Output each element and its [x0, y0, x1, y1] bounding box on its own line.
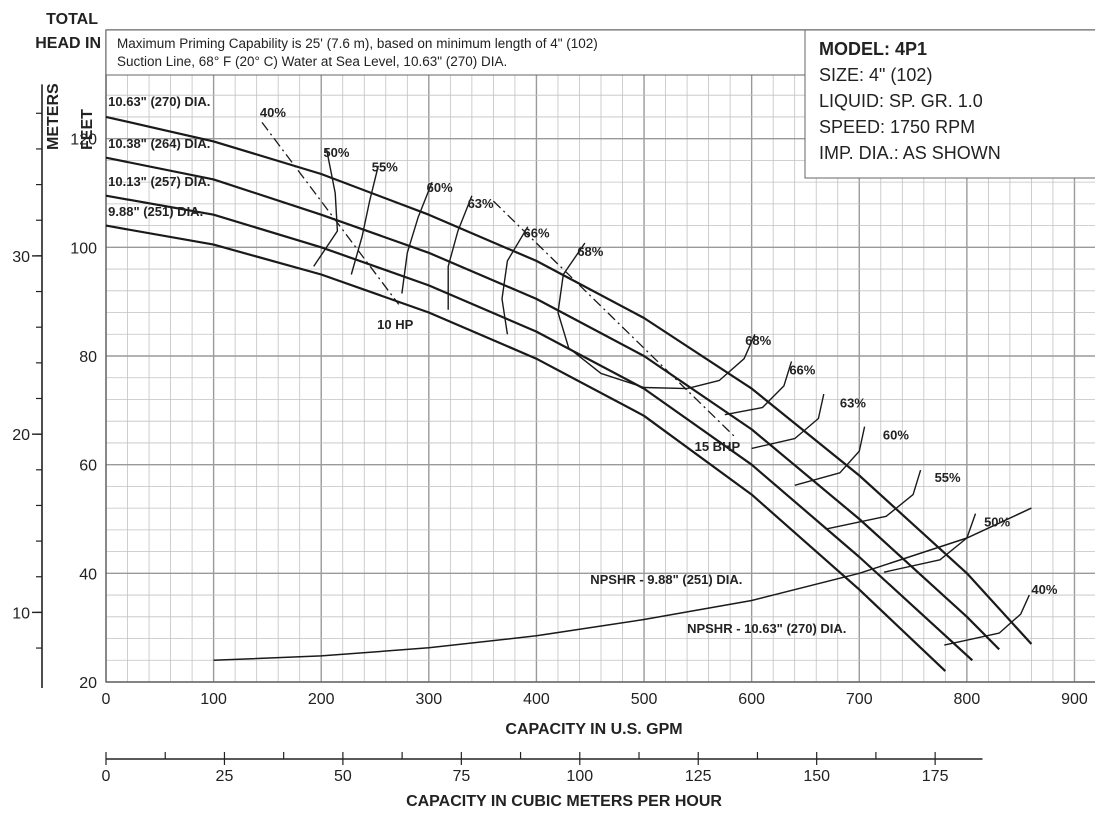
efficiency-curve — [501, 226, 529, 335]
y-axis-title-line2: HEAD IN — [35, 35, 101, 52]
efficiency-label: 55% — [372, 159, 398, 174]
efficiency-curve — [751, 393, 825, 450]
x-tick-gpm: 600 — [738, 691, 765, 708]
efficiency-curve — [724, 361, 793, 416]
efficiency-label: 40% — [260, 105, 286, 120]
x-tick-gpm: 900 — [1061, 691, 1088, 708]
efficiency-curve — [883, 513, 977, 573]
efficiency-label: 40% — [1031, 582, 1057, 597]
efficiency-label: 68% — [745, 333, 771, 348]
x-tick-gpm: 0 — [102, 691, 111, 708]
efficiency-label: 63% — [840, 396, 866, 411]
bhp-line — [261, 122, 400, 305]
head-curve — [105, 194, 974, 662]
bhp-label: 10 HP — [377, 317, 413, 332]
info-size: SIZE: 4" (102) — [819, 65, 932, 85]
y-tick-feet: 40 — [79, 566, 97, 583]
efficiency-curve — [313, 149, 339, 267]
npshr-curve — [213, 507, 1032, 662]
info-model: MODEL: 4P1 — [819, 39, 927, 59]
x-tick-gpm: 300 — [415, 691, 442, 708]
y-tick-meters: 10 — [12, 605, 30, 622]
efficiency-label: 60% — [883, 428, 909, 443]
x-tick-gpm: 200 — [308, 691, 335, 708]
diameter-label: 10.38" (264) DIA. — [108, 136, 210, 151]
y-axis-title-line1: TOTAL — [46, 11, 98, 28]
note-line-2: Suction Line, 68° F (20° C) Water at Sea… — [117, 54, 507, 69]
x-tick-gpm: 400 — [523, 691, 550, 708]
x-axis-m3h-title: CAPACITY IN CUBIC METERS PER HOUR — [406, 793, 722, 810]
y-tick-feet: 80 — [79, 349, 97, 366]
x-tick-m3h: 125 — [685, 768, 712, 785]
x-tick-gpm: 100 — [200, 691, 227, 708]
efficiency-label: 63% — [468, 196, 494, 211]
efficiency-label: 50% — [323, 145, 349, 160]
head-curve — [105, 156, 1000, 651]
note-box — [105, 29, 806, 76]
x-tick-m3h: 175 — [922, 768, 949, 785]
head-curve — [105, 115, 1033, 645]
y-tick-feet: 100 — [70, 240, 97, 257]
efficiency-label: 55% — [935, 470, 961, 485]
diameter-label: 10.63" (270) DIA. — [108, 94, 210, 109]
y-tick-meters: 20 — [12, 427, 30, 444]
efficiency-curve — [686, 334, 756, 390]
plot-frame — [32, 29, 1095, 765]
y-tick-feet: 120 — [70, 132, 97, 149]
info-speed: SPEED: 1750 RPM — [819, 117, 975, 137]
efficiency-curve — [401, 181, 433, 294]
y-axis-meters-label: METERS — [45, 83, 62, 150]
x-axis-gpm-title: CAPACITY IN U.S. GPM — [505, 721, 682, 738]
y-axis-feet-label: FEET — [79, 109, 96, 150]
efficiency-label: 68% — [577, 244, 603, 259]
efficiency-curve — [944, 594, 1030, 646]
y-tick-feet: 20 — [79, 675, 97, 692]
info-liquid: LIQUID: SP. GR. 1.0 — [819, 91, 983, 111]
info-box — [804, 29, 1095, 179]
curves — [105, 115, 1033, 672]
x-tick-gpm: 500 — [631, 691, 658, 708]
efficiency-curve — [557, 242, 688, 390]
x-tick-m3h: 50 — [334, 768, 352, 785]
efficiency-curve — [794, 426, 866, 486]
y-tick-feet: 60 — [79, 458, 97, 475]
npshr-label: NPSHR - 9.88" (251) DIA. — [590, 572, 742, 587]
head-curve — [105, 224, 947, 672]
diameter-label: 10.13" (257) DIA. — [108, 174, 210, 189]
note-line-1: Maximum Priming Capability is 25' (7.6 m… — [117, 36, 598, 51]
efficiency-label: 50% — [984, 515, 1010, 530]
efficiency-curve — [447, 195, 473, 310]
bhp-line — [492, 200, 736, 438]
x-tick-m3h: 25 — [216, 768, 234, 785]
efficiency-label: 66% — [524, 226, 550, 241]
y-tick-meters: 30 — [12, 249, 30, 266]
info-imp-dia: IMP. DIA.: AS SHOWN — [819, 143, 1001, 163]
x-tick-m3h: 0 — [102, 768, 111, 785]
efficiency-label: 66% — [789, 362, 815, 377]
bhp-label: 15 BHP — [695, 439, 741, 454]
x-tick-m3h: 150 — [803, 768, 830, 785]
x-tick-gpm: 800 — [954, 691, 981, 708]
x-tick-m3h: 75 — [452, 768, 470, 785]
x-tick-m3h: 100 — [566, 768, 593, 785]
x-tick-gpm: 700 — [846, 691, 873, 708]
npshr-label: NPSHR - 10.63" (270) DIA. — [687, 621, 846, 636]
efficiency-label: 60% — [427, 180, 453, 195]
efficiency-curve — [350, 165, 379, 275]
efficiency-curve — [826, 469, 922, 530]
diameter-label: 9.88" (251) DIA. — [108, 204, 203, 219]
